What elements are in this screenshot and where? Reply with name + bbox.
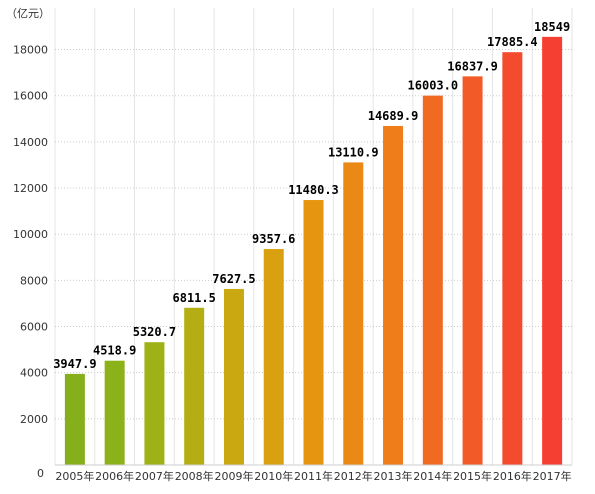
x-tick-label: 2010年 [254, 469, 293, 483]
y-axis-unit-label: （亿元） [6, 7, 50, 20]
bar [422, 95, 443, 466]
y-tick-label: 14000 [13, 136, 48, 149]
y-tick-label: 16000 [13, 90, 48, 103]
x-tick-label: 2005年 [55, 469, 94, 483]
y-tick-label: 10000 [13, 228, 48, 241]
data-label: 9357.6 [252, 232, 295, 246]
y-tick-label: 0 [37, 467, 44, 480]
data-label: 18549 [534, 20, 570, 34]
x-tick-label: 2006年 [95, 469, 134, 483]
y-tick-label: 6000 [20, 321, 48, 334]
x-tick-label: 2013年 [374, 469, 413, 483]
y-axis: 0 2000 4000 6000 8000 10000 12000 14000 16000 180… [13, 44, 48, 480]
y-tick-label: 18000 [13, 44, 48, 57]
x-tick-label: 2007年 [135, 469, 174, 483]
x-tick-label: 2016年 [493, 469, 532, 483]
bar [64, 373, 85, 465]
y-tick-label: 12000 [13, 182, 48, 195]
x-tick-label: 2009年 [214, 469, 253, 483]
data-label: 3947.9 [53, 357, 96, 371]
data-label: 11480.3 [288, 183, 339, 197]
bar [263, 249, 284, 465]
x-tick-label: 2011年 [294, 469, 333, 483]
data-label: 13110.9 [328, 145, 379, 159]
bar [104, 360, 125, 465]
y-tick-label: 2000 [20, 413, 48, 426]
data-label: 14689.9 [368, 109, 419, 123]
y-tick-label: 8000 [20, 274, 48, 287]
bar [303, 200, 324, 466]
bar [462, 76, 483, 465]
x-tick-label: 2014年 [413, 469, 452, 483]
data-label: 5320.7 [133, 325, 176, 339]
x-tick-label: 2017年 [533, 469, 572, 483]
bar [383, 125, 404, 465]
data-label: 6811.5 [173, 291, 216, 305]
data-label: 17885.4 [487, 35, 538, 49]
x-axis: 2005年 2006年 2007年 2008年 2009年 2010年 2011年 2012年… [55, 464, 572, 483]
data-label: 4518.9 [93, 344, 136, 358]
data-label: 16837.9 [447, 59, 498, 73]
bar [542, 36, 563, 466]
bars [64, 36, 563, 466]
bar [223, 288, 244, 465]
x-tick-label: 2015年 [453, 469, 492, 483]
bar [184, 307, 205, 465]
bar [343, 162, 364, 465]
bar [502, 52, 523, 465]
x-tick-label: 2012年 [334, 469, 373, 483]
x-tick-label: 2008年 [175, 469, 214, 483]
y-tick-label: 4000 [20, 367, 48, 380]
data-label: 7627.5 [212, 272, 255, 286]
data-label: 16003.0 [408, 79, 459, 93]
bar [144, 342, 165, 465]
